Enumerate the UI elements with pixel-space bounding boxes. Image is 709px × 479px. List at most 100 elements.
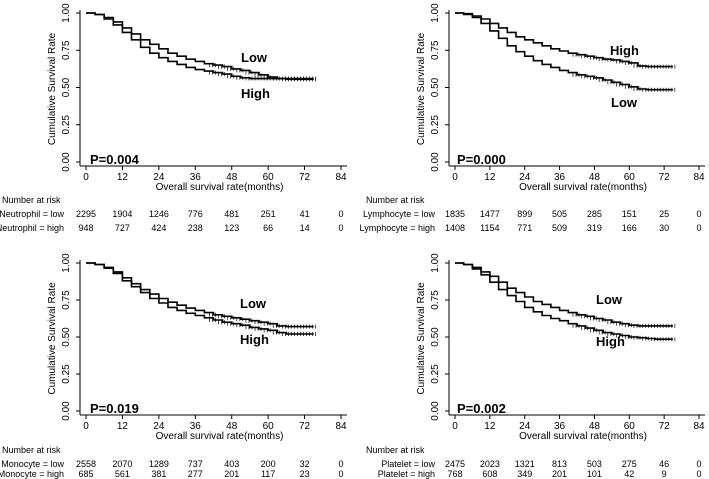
p-value: P=0.002	[457, 401, 506, 416]
risk-count: 151	[622, 209, 637, 219]
y-tick-label: 1.00	[430, 253, 441, 273]
risk-table-header: Number at risk	[366, 445, 425, 455]
curve-label-low: Low	[611, 95, 638, 110]
x-tick-label: 84	[335, 421, 347, 432]
x-tick-label: 0	[452, 421, 458, 432]
risk-count: 899	[517, 209, 532, 219]
risk-count: 201	[224, 469, 239, 479]
risk-count: 117	[261, 469, 275, 479]
survival-curve-low	[455, 12, 673, 91]
y-tick-label: 0.25	[61, 364, 72, 384]
x-axis-title: Overall survival rate(months)	[156, 431, 284, 442]
x-tick-label: 72	[659, 172, 671, 183]
x-axis-title: Overall survival rate(months)	[519, 431, 647, 442]
x-tick-label: 60	[624, 172, 636, 183]
x-tick-label: 12	[484, 421, 496, 432]
curve-label-low: Low	[240, 296, 267, 311]
x-tick-label: 84	[693, 172, 705, 183]
risk-count: 403	[224, 459, 239, 469]
x-tick-label: 84	[335, 172, 347, 183]
risk-count: 23	[300, 469, 310, 479]
curve-label-high: High	[596, 334, 625, 349]
p-value: P=0.019	[90, 401, 139, 416]
x-tick-label: 36	[190, 421, 202, 432]
y-tick-label: 1.00	[61, 3, 72, 23]
risk-count: 1246	[149, 209, 169, 219]
risk-count: 1408	[445, 223, 465, 233]
risk-count: 505	[552, 209, 567, 219]
x-tick-label: 84	[693, 421, 705, 432]
curve-label-high: High	[241, 86, 270, 101]
x-tick-label: 36	[554, 421, 566, 432]
risk-count: 948	[78, 223, 93, 233]
risk-count: 66	[263, 223, 273, 233]
y-tick-label: 1.00	[61, 253, 72, 273]
x-tick-label: 60	[624, 421, 636, 432]
y-tick-label: 0.50	[61, 327, 72, 347]
x-tick-label: 36	[554, 172, 566, 183]
risk-count: 349	[517, 469, 532, 479]
risk-count: 2558	[76, 459, 96, 469]
risk-count: 14	[300, 223, 310, 233]
y-tick-label: 0.00	[430, 152, 441, 172]
risk-count: 2070	[112, 459, 132, 469]
risk-row-label: Monocyte = high	[0, 469, 64, 479]
y-tick-label: 0.00	[61, 401, 72, 421]
risk-count: 2475	[445, 459, 465, 469]
risk-count: 9	[662, 469, 667, 479]
risk-count: 238	[188, 223, 203, 233]
risk-count: 2023	[480, 459, 500, 469]
risk-count: 737	[188, 459, 203, 469]
x-tick-label: 72	[659, 421, 671, 432]
risk-count: 251	[261, 209, 276, 219]
risk-count: 166	[622, 223, 637, 233]
risk-count: 509	[552, 223, 567, 233]
risk-count: 776	[188, 209, 203, 219]
km-panel-4: 0.00 0.25 0.50 0.75 1.00 0 12 24 36 48 60 72 84 Overa…	[366, 253, 705, 479]
risk-row-label: Neutrophil = high	[0, 223, 64, 233]
risk-count: 813	[552, 459, 567, 469]
y-tick-label: 0.50	[61, 77, 72, 97]
risk-count: 503	[587, 459, 602, 469]
survival-curve-low	[86, 262, 314, 328]
risk-count: 1154	[480, 223, 499, 233]
km-panel-3: 0.00 0.25 0.50 0.75 1.00 0 12 24 36 48 60 72 84 Overa…	[0, 253, 347, 479]
x-tick-label: 72	[299, 421, 311, 432]
risk-count: 0	[696, 223, 701, 233]
y-axis-title: Cumulative Survival Rate	[47, 282, 58, 395]
risk-row-label: Lymphocyte = low	[363, 209, 435, 219]
risk-count: 0	[338, 223, 343, 233]
risk-count: 1477	[480, 209, 500, 219]
survival-curve-low	[455, 262, 673, 327]
risk-count: 1904	[112, 209, 132, 219]
risk-count: 768	[447, 469, 462, 479]
km-panel-1: 0.00 0.25 0.50 0.75 1.00 0 12 24 36 48 60 72 84 Overa…	[0, 3, 347, 233]
survival-curve-high	[455, 12, 673, 68]
risk-row-label: Monocyte = low	[1, 459, 64, 469]
y-tick-label: 0.00	[61, 152, 72, 172]
x-tick-label: 48	[589, 421, 601, 432]
x-tick-label: 24	[153, 172, 165, 183]
risk-row-label: Platelet = low	[381, 459, 435, 469]
x-tick-label: 60	[263, 421, 275, 432]
y-tick-label: 0.25	[430, 364, 441, 384]
risk-count: 381	[151, 469, 166, 479]
x-axis-title: Overall survival rate(months)	[519, 182, 647, 193]
risk-count: 319	[587, 223, 602, 233]
x-tick-label: 60	[263, 172, 275, 183]
risk-count: 0	[696, 209, 701, 219]
x-tick-label: 12	[484, 172, 496, 183]
risk-count: 285	[587, 209, 602, 219]
y-axis-title: Cumulative Survival Rate	[416, 32, 427, 145]
risk-row-label: Lymphocyte = high	[360, 223, 435, 233]
curve-label-high: High	[240, 332, 269, 347]
risk-count: 0	[338, 209, 343, 219]
risk-count: 46	[659, 459, 669, 469]
y-tick-label: 0.75	[430, 290, 441, 310]
risk-count: 0	[696, 469, 701, 479]
survival-curve-high	[86, 262, 314, 335]
risk-table-header: Number at risk	[366, 195, 425, 205]
x-tick-label: 12	[117, 421, 129, 432]
x-tick-label: 72	[299, 172, 311, 183]
curve-label-low: Low	[241, 50, 268, 65]
